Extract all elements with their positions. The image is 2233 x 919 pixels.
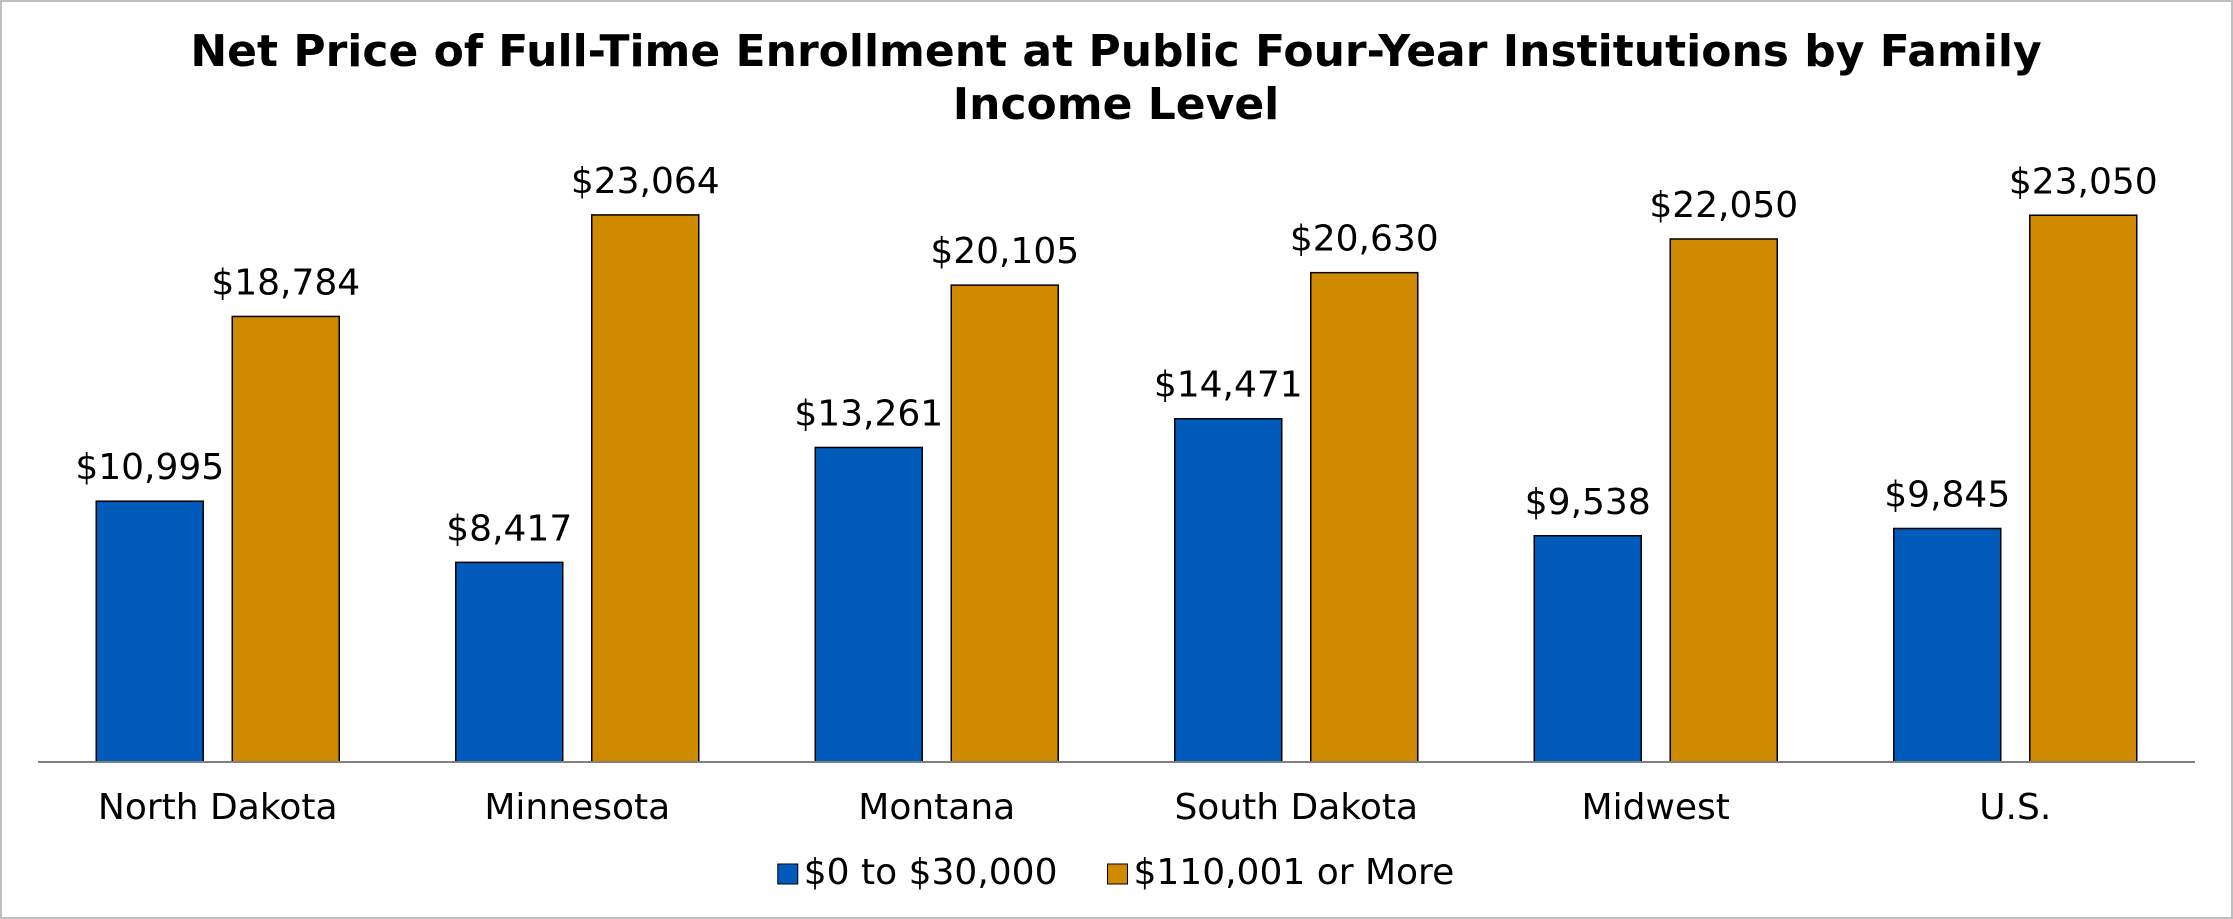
bar: [814, 446, 923, 763]
value-label: $22,050: [1649, 185, 1798, 226]
x-tick-label: North Dakota: [98, 787, 338, 828]
value-label: $14,471: [1154, 365, 1303, 406]
bar: [1174, 417, 1283, 763]
value-label: $10,995: [75, 447, 224, 488]
bar: [95, 500, 204, 763]
value-label: $9,538: [1525, 482, 1651, 523]
bar: [1310, 271, 1419, 763]
x-tick-label: Midwest: [1582, 787, 1730, 828]
bar: [455, 561, 564, 763]
value-label: $8,417: [446, 508, 572, 549]
bar: [950, 284, 1059, 763]
legend-label: $110,001 or More: [1133, 852, 1454, 893]
chart-title: Net Price of Full-Time Enrollment at Pub…: [190, 26, 2041, 130]
bar: [2029, 214, 2138, 763]
bar: [1533, 535, 1642, 763]
x-tick-label: Minnesota: [484, 787, 670, 828]
value-label: $23,050: [2009, 161, 2158, 202]
legend-label: $0 to $30,000: [804, 852, 1058, 893]
value-label: $18,784: [211, 262, 360, 303]
bar: [1669, 238, 1778, 763]
value-label: $23,064: [571, 161, 720, 202]
bar: [231, 315, 340, 763]
x-tick-label: U.S.: [1979, 787, 2051, 828]
legend-swatch: [777, 863, 799, 885]
value-label: $20,105: [930, 231, 1079, 272]
x-tick-label: Montana: [858, 787, 1015, 828]
bar: [1893, 527, 2002, 763]
bar: [591, 214, 700, 763]
x-tick-label: South Dakota: [1174, 787, 1418, 828]
legend-swatch: [1106, 863, 1128, 885]
value-label: $9,845: [1884, 474, 2010, 515]
value-label: $13,261: [794, 393, 943, 434]
value-label: $20,630: [1290, 219, 1439, 260]
